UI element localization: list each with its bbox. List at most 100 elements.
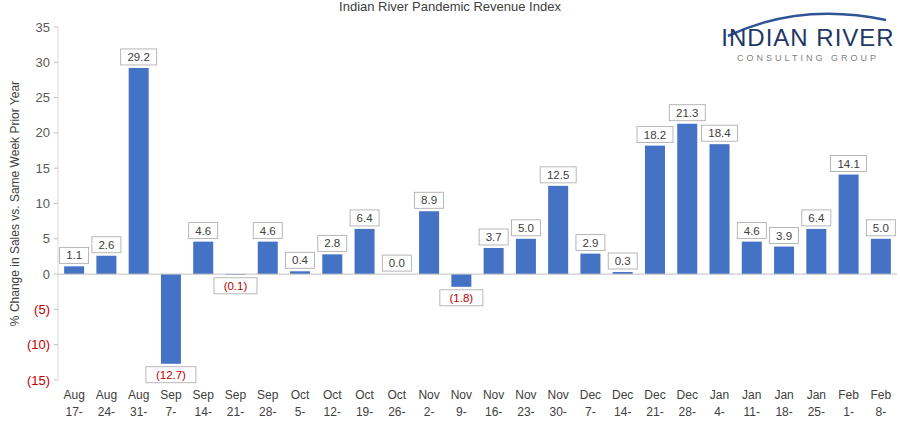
data-label-box — [831, 156, 867, 172]
x-tick-label: Nov2- — [418, 388, 439, 419]
bar — [258, 242, 278, 274]
data-label-box — [637, 127, 673, 143]
data-label: 2.9 — [582, 237, 598, 249]
data-label: 18.2 — [644, 129, 666, 141]
chart: Indian River Pandemic Revenue IndexINDIA… — [0, 0, 900, 425]
bar — [64, 266, 84, 274]
x-tick-label: Jan11- — [742, 388, 761, 419]
data-label: 8.9 — [421, 194, 437, 206]
data-label-box — [576, 235, 605, 251]
y-tick-label: 35 — [36, 20, 50, 35]
data-label-box — [60, 247, 89, 263]
x-tick-label-line: Sep — [225, 388, 247, 402]
y-tick — [54, 132, 58, 133]
x-tick-label: Dec7- — [580, 388, 601, 419]
y-tick — [54, 27, 58, 28]
x-tick-label-line: Feb — [838, 388, 859, 402]
data-label: 0.0 — [389, 257, 405, 269]
x-tick-label-line: 16- — [485, 405, 502, 419]
data-label: 5.0 — [873, 222, 889, 234]
x-tick-label-line: 9- — [456, 405, 467, 419]
data-label-box — [479, 229, 508, 245]
bar — [548, 186, 568, 274]
bar — [322, 254, 342, 274]
y-tick — [54, 274, 58, 275]
x-tick-label: Dec21- — [644, 388, 665, 419]
x-tick-label-line: 8- — [876, 405, 887, 419]
data-label: 2.6 — [98, 239, 114, 251]
bar — [129, 68, 149, 274]
y-axis-label: % Change in Sales vs. Same Week Prior Ye… — [8, 81, 22, 326]
x-tick-label-line: 21- — [646, 405, 663, 419]
x-tick-label: Sep28- — [257, 388, 279, 419]
y-tick — [54, 380, 58, 381]
bar — [96, 256, 116, 274]
y-tick — [54, 309, 58, 310]
data-label: 29.2 — [127, 51, 149, 63]
data-label-box — [189, 223, 218, 239]
y-tick-label: 0 — [43, 267, 50, 282]
bar — [516, 239, 536, 274]
x-tick-label-line: 31- — [130, 405, 147, 419]
x-tick-label: Sep 7- — [160, 388, 182, 419]
x-tick-label-line: 25- — [808, 405, 825, 419]
bar — [806, 229, 826, 274]
x-tick-label: Dec14- — [612, 388, 633, 419]
y-tick-label: 10 — [36, 196, 50, 211]
y-tick-label: 30 — [36, 55, 50, 70]
data-label-box — [121, 49, 157, 65]
x-tick-label-line: 18- — [775, 405, 792, 419]
x-tick-label-line: Nov — [515, 388, 536, 402]
y-tick-label: 15 — [36, 161, 50, 176]
x-tick-label: Nov23- — [515, 388, 536, 419]
x-tick-label: Nov 16- — [483, 388, 504, 419]
y-tick — [54, 344, 58, 345]
x-tick-label-line: 28- — [679, 405, 696, 419]
data-label: 1.1 — [66, 249, 82, 261]
y-tick-label: (15) — [27, 373, 50, 388]
data-label-box — [415, 192, 444, 208]
data-label: 4.6 — [260, 225, 276, 237]
x-tick-label-line: Jan — [710, 388, 729, 402]
x-tick-label-line: 11- — [744, 405, 760, 419]
x-tick-label-line: 1- — [843, 405, 854, 419]
x-tick-label-line: 7- — [166, 405, 177, 419]
data-label-box — [214, 278, 257, 294]
x-tick-label: Jan 18- — [774, 388, 793, 419]
data-label: (0.1) — [224, 280, 248, 292]
x-tick-label: Sep21- — [225, 388, 247, 419]
data-label: 6.4 — [808, 212, 825, 224]
data-label: 0.4 — [292, 254, 309, 266]
data-label-box — [770, 228, 799, 244]
y-tick-label: 5 — [43, 231, 50, 246]
x-tick-label: Oct19- — [355, 388, 374, 419]
x-tick-label-line: 24- — [98, 405, 115, 419]
x-tick-label-line: 14- — [614, 405, 631, 419]
x-tick-label-line: Nov — [548, 388, 569, 402]
data-label-box — [669, 105, 705, 121]
x-tick-label-line: 19- — [356, 405, 373, 419]
data-label-box — [802, 210, 831, 226]
data-label-box — [540, 167, 576, 183]
x-tick-label-line: 5- — [295, 405, 306, 419]
y-tick — [54, 97, 58, 98]
bar — [710, 144, 730, 274]
y-tick — [54, 168, 58, 169]
bar — [742, 242, 762, 274]
x-tick-label-line: Dec — [677, 388, 698, 402]
x-tick-label-line: Sep — [160, 388, 182, 402]
bar — [355, 229, 375, 274]
x-tick-label: Oct5- — [291, 388, 310, 419]
bar — [484, 248, 504, 274]
bar — [774, 247, 794, 275]
x-tick-label-line: Nov — [483, 388, 504, 402]
data-label: 6.4 — [357, 212, 374, 224]
x-tick-label: Aug24- — [96, 388, 117, 419]
bar — [161, 274, 181, 364]
x-tick-label: Jan25- — [807, 388, 826, 419]
x-tick-label-line: Aug — [128, 388, 149, 402]
y-tick — [54, 238, 58, 239]
x-tick-label-line: Jan — [774, 388, 793, 402]
data-label: 21.3 — [676, 107, 698, 119]
data-label: 5.0 — [518, 222, 534, 234]
